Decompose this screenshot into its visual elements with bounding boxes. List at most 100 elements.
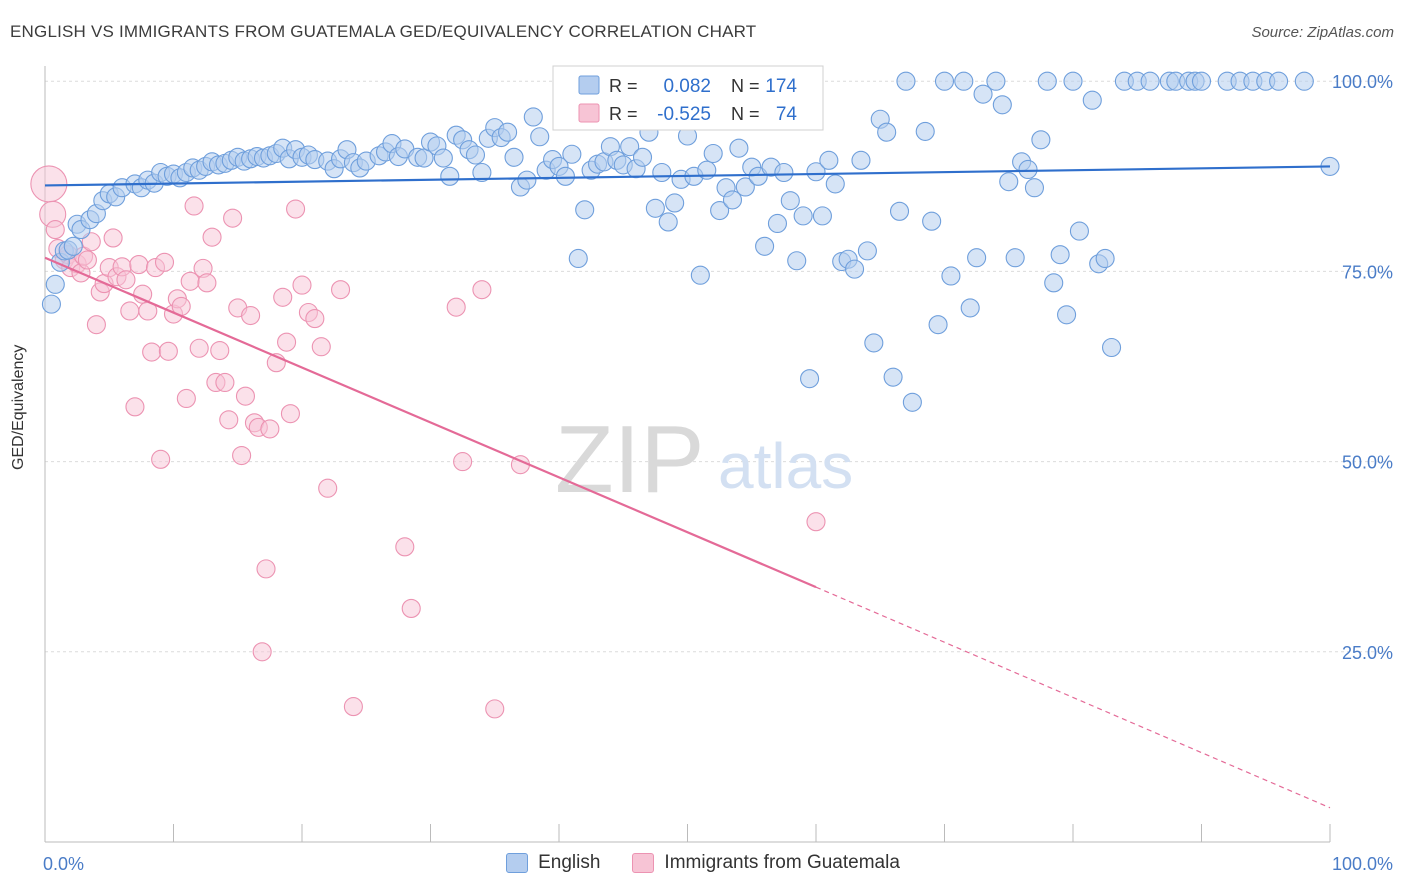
y-tick-label: 50.0%	[1342, 453, 1393, 473]
guatemala-point	[343, 697, 363, 717]
english-point	[722, 190, 743, 210]
english-point	[934, 71, 955, 91]
english-point	[1102, 337, 1122, 358]
english-point	[1024, 178, 1044, 198]
english-point	[665, 193, 685, 213]
source-credit: Source: ZipAtlas.com	[1251, 24, 1394, 41]
guatemala-point	[330, 280, 351, 300]
series-legend: English Immigrants from Guatemala	[0, 852, 1406, 874]
english-point	[729, 138, 749, 158]
guatemala-point	[202, 227, 222, 247]
guatemala-point	[252, 642, 272, 662]
english-point	[1294, 71, 1314, 91]
guatemala-point	[151, 449, 171, 469]
guatemala-point	[232, 445, 252, 466]
english-point	[658, 212, 678, 232]
guatemala-point	[197, 273, 217, 293]
legend-item-english[interactable]: English	[506, 852, 600, 874]
guatemala-point	[235, 386, 256, 406]
guatemala-point	[311, 337, 331, 357]
watermark-atlas: atlas	[718, 430, 853, 502]
english-point	[941, 266, 961, 286]
english-point	[967, 248, 987, 268]
english-point	[1005, 248, 1025, 268]
legend-english-label: English	[538, 852, 601, 873]
guatemala-point	[485, 699, 505, 719]
guatemala-point	[286, 199, 306, 219]
guatemala-point	[273, 287, 293, 307]
stats-english-swatch	[578, 75, 600, 95]
series-guatemala-points	[30, 165, 826, 719]
guatemala-point	[210, 340, 230, 361]
english-point	[1057, 305, 1077, 325]
guatemala-point	[129, 255, 149, 275]
guatemala-point	[453, 452, 473, 472]
english-point	[1140, 71, 1160, 91]
stats-guatemala-r-value: -0.525	[657, 104, 711, 125]
english-point	[498, 122, 518, 142]
guatemala-point	[125, 397, 145, 417]
english-point	[857, 241, 877, 261]
english-point	[1044, 273, 1064, 293]
english-point	[632, 147, 653, 167]
guatemala-point	[184, 196, 204, 216]
guatemala-point	[77, 250, 97, 270]
guatemala-point	[401, 598, 421, 618]
english-point	[504, 147, 524, 167]
legend-english-swatch	[506, 853, 529, 873]
trend-lines	[44, 165, 1331, 809]
english-point	[555, 166, 575, 186]
guatemala-point	[223, 208, 243, 228]
english-point	[472, 162, 492, 183]
english-point	[877, 122, 897, 142]
guatemala-point	[86, 315, 106, 335]
english-point	[1095, 248, 1115, 269]
english-point	[433, 148, 453, 168]
guatemala-point	[45, 220, 65, 240]
english-point	[517, 170, 537, 190]
english-point	[806, 162, 826, 182]
english-point	[575, 200, 595, 220]
english-point	[690, 265, 710, 285]
legend-guatemala-swatch	[632, 853, 655, 873]
stats-guatemala-r-label: R =	[609, 104, 638, 124]
stats-english-r-label: R =	[609, 76, 638, 96]
legend-item-guatemala[interactable]: Immigrants from Guatemala	[632, 852, 900, 874]
guatemala-point	[292, 275, 312, 295]
guatemala-point	[30, 165, 68, 203]
english-point	[902, 392, 922, 412]
english-point	[819, 150, 839, 170]
guatemala-point	[318, 478, 338, 498]
stats-guatemala-n-label: N =	[731, 104, 760, 124]
guatemala-point	[305, 309, 325, 329]
english-point	[1050, 245, 1070, 265]
stats-legend: R = 0.082 N = 174 R = -0.525 N = 74	[552, 65, 824, 131]
english-point	[999, 172, 1019, 192]
english-point	[992, 95, 1012, 115]
english-point	[883, 367, 903, 387]
english-point	[1082, 90, 1102, 110]
english-point	[45, 274, 65, 294]
series-english-points	[41, 71, 1340, 412]
english-point	[915, 121, 935, 141]
english-point	[844, 259, 865, 279]
english-point	[530, 127, 550, 147]
english-point	[864, 333, 884, 353]
tick-labels: 25.0% 50.0% 75.0% 100.0% 0.0% 100.0%	[43, 72, 1393, 874]
guatemala-point	[154, 252, 175, 272]
x-tick-label: 0.0%	[43, 854, 84, 874]
guatemala-point	[116, 270, 136, 290]
english-point	[1018, 159, 1038, 180]
english-point	[889, 201, 910, 221]
watermark-zip: ZIP	[555, 406, 704, 513]
guatemala-trend-line	[44, 256, 817, 589]
english-point	[703, 143, 723, 164]
english-point	[1031, 130, 1051, 150]
english-point	[896, 71, 916, 91]
guatemala-point	[215, 372, 235, 393]
english-point	[620, 137, 640, 157]
english-point	[562, 144, 582, 164]
english-point	[1037, 71, 1057, 91]
